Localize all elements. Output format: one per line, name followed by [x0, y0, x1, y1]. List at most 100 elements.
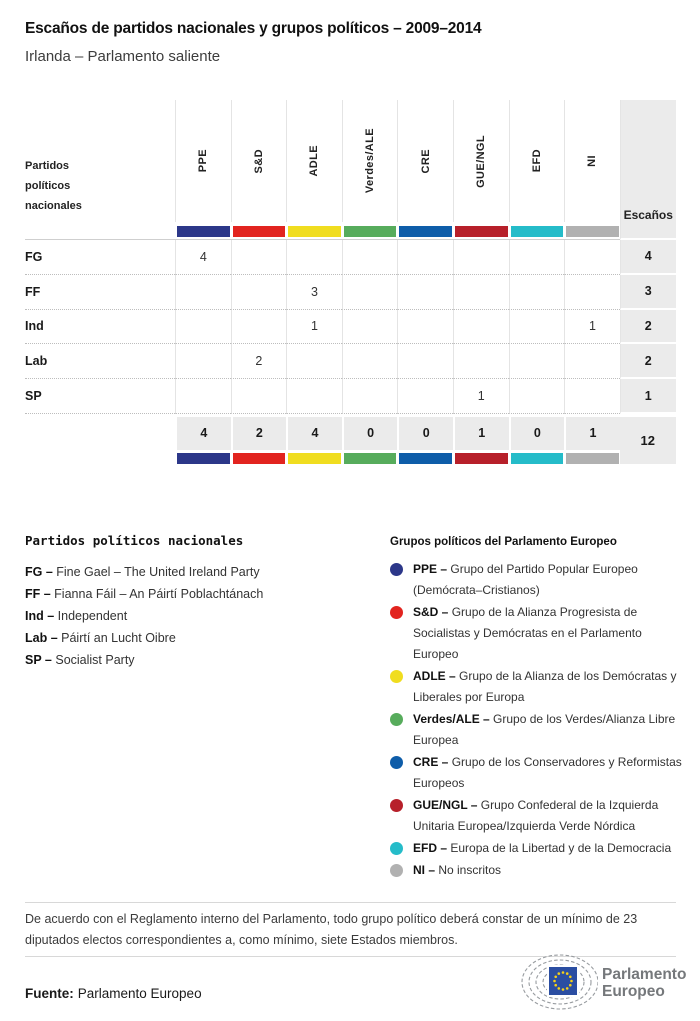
seat-cell: [508, 274, 565, 310]
group-color-bar: [510, 452, 564, 464]
legend-group-item: EFD – Europa de la Libertad y de la Demo…: [390, 838, 682, 859]
ep-hemicycle-flag-icon: [521, 954, 598, 1010]
seat-cell: [175, 344, 231, 380]
legend-party-code: FG –: [25, 565, 57, 579]
seat-cell: [341, 309, 398, 345]
legend-group-text: ADLE – Grupo de la Alianza de los Demócr…: [413, 669, 677, 704]
legend-group-code: EFD –: [413, 841, 451, 855]
group-header-label: EFD: [530, 149, 543, 173]
group-color-bar-cell: [230, 222, 287, 240]
source-value: Parlamento Europeo: [77, 986, 202, 1001]
group-color-bar: [510, 226, 564, 237]
group-color-bar: [343, 452, 397, 464]
group-color-bar-cell: [453, 450, 509, 464]
group-total-cell: 0: [341, 413, 398, 450]
group-header-label: ADLE: [308, 145, 321, 177]
legend-group-text: EFD – Europa de la Libertad y de la Demo…: [413, 841, 672, 855]
totals-row-spacer: [25, 414, 175, 450]
group-header: ADLE: [286, 100, 342, 222]
legend-group-item: GUE/NGL – Grupo Confederal de la Izquier…: [390, 795, 682, 837]
row-total-cell: 4: [619, 240, 676, 275]
group-color-bar-cell: [231, 450, 287, 464]
group-color-dot: [390, 799, 403, 812]
party-row-label: Lab: [25, 344, 175, 380]
group-color-dot: [390, 756, 403, 769]
seat-cell: [564, 344, 620, 380]
legend-party-code: Lab –: [25, 631, 62, 645]
seat-cell: [286, 240, 342, 275]
party-row-label: Ind: [25, 310, 175, 345]
source-line: Fuente: Parlamento Europeo: [25, 986, 202, 1001]
bar-row-spacer: [25, 222, 175, 240]
group-total-cell: 2: [230, 413, 287, 450]
group-total-cell: 0: [397, 413, 453, 450]
seat-cell: [175, 309, 231, 345]
seat-cell: [397, 274, 453, 310]
group-total-cell: 1: [452, 413, 509, 450]
group-color-dot: [390, 563, 403, 576]
group-header: S&D: [230, 100, 287, 222]
party-row-label: FG: [25, 240, 175, 275]
legend-group-code: CRE –: [413, 755, 452, 769]
group-total-cell: 0: [508, 413, 565, 450]
group-color-bar: [232, 226, 286, 237]
seat-cell: [341, 379, 398, 414]
group-color-bar-cell: [286, 450, 342, 464]
seat-cell: [230, 379, 287, 414]
legend-national-parties: Partidos políticos nacionales FG – Fine …: [25, 533, 370, 671]
footnote: De acuerdo con el Reglamento interno del…: [25, 902, 676, 957]
legend-group-item: CRE – Grupo de los Conservadores y Refor…: [390, 752, 682, 794]
group-color-bar: [177, 452, 230, 464]
seat-cell: [452, 309, 509, 345]
row-total-cell: 1: [619, 379, 676, 414]
legend-political-groups: Grupos políticos del Parlamento Europeo …: [390, 536, 682, 882]
table-corner-label-text: Partidos políticos nacionales: [25, 160, 82, 212]
legend-group-text: PPE – Grupo del Partido Popular Europeo …: [413, 562, 638, 597]
legend-group-code: GUE/NGL –: [413, 798, 481, 812]
legend-group-code: S&D –: [413, 605, 452, 619]
seat-cell: 4: [175, 240, 231, 275]
group-color-bar-cell: [564, 450, 620, 464]
legend-group-item: PPE – Grupo del Partido Popular Europeo …: [390, 559, 682, 601]
group-total-cell: 4: [286, 413, 342, 450]
legend-group-text: NI – No inscritos: [413, 863, 502, 877]
group-color-dot: [390, 842, 403, 855]
group-color-bar: [399, 226, 452, 237]
group-color-bar: [288, 452, 341, 464]
group-color-bar-cell: [342, 450, 398, 464]
table-corner-label: Partidos políticos nacionales: [25, 100, 175, 222]
legend-group-code: NI –: [413, 863, 439, 877]
logo-wordmark: Parlamento Europeo: [602, 966, 686, 1000]
seat-cell: [397, 344, 453, 380]
legend-party-item: FG – Fine Gael – The United Ireland Part…: [25, 565, 260, 579]
group-header: GUE/NGL: [452, 100, 509, 222]
seat-cell: [508, 309, 565, 345]
legend-party-item: FF – Fianna Fáil – An Páirtí Poblachtána…: [25, 587, 264, 601]
group-color-bar-cell: [397, 450, 453, 464]
legend-party-code: FF –: [25, 587, 55, 601]
seat-cell: [286, 379, 342, 414]
group-color-bar: [343, 226, 397, 237]
seat-cell: [452, 274, 509, 310]
group-color-bar-cell: [508, 222, 565, 240]
group-header: Verdes/ALE: [341, 100, 398, 222]
legend-group-item: S&D – Grupo de la Alianza Progresista de…: [390, 602, 682, 665]
legend-group-code: ADLE –: [413, 669, 460, 683]
seat-cell: [564, 379, 620, 414]
logo-line2: Europeo: [602, 983, 665, 1000]
group-color-bar-cell: [509, 450, 565, 464]
page-subtitle: Irlanda – Parlamento saliente: [25, 48, 221, 65]
legend-group-text: Verdes/ALE – Grupo de los Verdes/Alianza…: [413, 712, 676, 747]
group-color-bar-cell: [397, 222, 453, 240]
page-title: Escaños de partidos nacionales y grupos …: [25, 20, 482, 37]
seat-cell: 1: [564, 309, 620, 345]
legend-group-code: PPE –: [413, 562, 451, 576]
group-header-label: CRE: [419, 148, 432, 174]
seat-cell: [230, 309, 287, 345]
european-parliament-logo: Parlamento Europeo: [516, 953, 686, 1013]
legend-group-item: Verdes/ALE – Grupo de los Verdes/Alianza…: [390, 709, 682, 751]
group-color-dot: [390, 713, 403, 726]
group-header: CRE: [397, 100, 453, 222]
group-color-bar: [566, 452, 619, 464]
group-header: EFD: [508, 100, 565, 222]
